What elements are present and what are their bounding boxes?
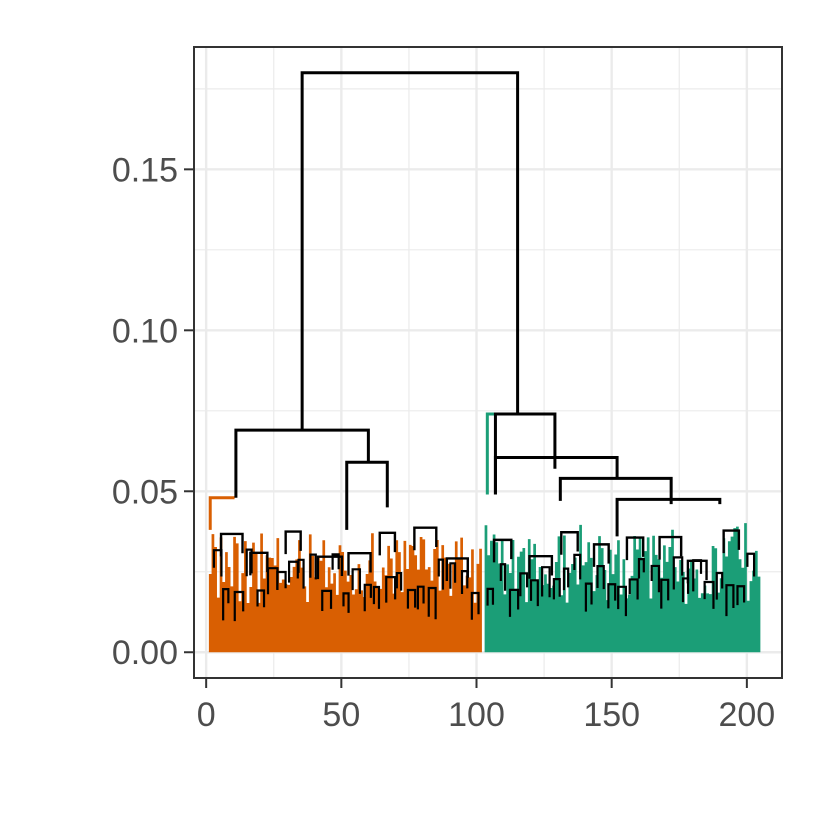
sub-merge-branch: [736, 585, 746, 606]
sub-merge-branch: [596, 564, 605, 590]
merge-branch-3: [345, 460, 389, 530]
mid-merge-branch: [378, 531, 397, 556]
sub-merge-branch: [212, 549, 223, 577]
sub-merge-branch: [233, 590, 245, 622]
cluster-branch-2: [485, 412, 518, 495]
x-tick-label: 0: [197, 696, 216, 734]
mid-merge-branch: [560, 531, 579, 555]
sub-merge-branch: [395, 571, 403, 591]
sub-merge-branch: [245, 548, 253, 577]
cluster-fills: [208, 523, 761, 653]
cluster-branch-1: [208, 496, 235, 530]
sub-merge-branch: [541, 566, 551, 598]
sub-merge-branch: [715, 571, 724, 600]
x-tick-label: 50: [322, 696, 360, 734]
x-tick-label: 150: [583, 696, 640, 734]
mid-merge-branch: [492, 538, 513, 563]
sub-merge-branch: [650, 564, 661, 593]
mid-merge-branch: [413, 526, 438, 551]
sub-merge-branch: [628, 578, 639, 600]
sub-merge-branch: [321, 589, 333, 612]
sub-merge-branch: [486, 587, 495, 606]
sub-merge-branch: [342, 592, 350, 613]
mid-merge-branch: [219, 532, 244, 557]
x-tick-label: 200: [718, 696, 775, 734]
y-tick-label: 0.05: [112, 473, 178, 511]
sub-merge-branch: [222, 588, 230, 621]
sub-merge-branch: [297, 558, 305, 589]
merge-branch-2: [234, 428, 370, 498]
sub-merge-branch: [660, 578, 670, 609]
sub-merge-branch: [703, 580, 715, 609]
mid-merge-branch: [625, 536, 645, 561]
sub-merge-branch: [406, 588, 417, 609]
sub-merge-branch: [672, 556, 684, 590]
dendrogram-branches: [208, 71, 756, 622]
sub-merge-branch: [427, 586, 437, 620]
sub-merge-branch: [470, 591, 480, 620]
sub-merge-branch: [309, 553, 317, 580]
sub-merge-branch: [363, 583, 372, 612]
sub-merge-branch: [725, 584, 735, 617]
mid-merge-branch: [284, 530, 302, 555]
sub-merge-branch: [746, 552, 756, 577]
sub-merge-branch: [552, 578, 561, 600]
sub-merge-branch: [351, 568, 362, 594]
mid-merge-branch: [592, 543, 610, 567]
panel-border: [193, 46, 783, 679]
y-tick-label: 0.10: [112, 312, 178, 350]
sub-merge-branch: [256, 589, 266, 608]
sub-merge-branch: [519, 572, 529, 597]
axes: 0.00 0.05 0.10 0.15 0 50 100 150 200: [112, 151, 775, 734]
sub-merge-branch: [499, 563, 507, 591]
mid-merge-branch: [686, 559, 708, 584]
merge-branch-5: [493, 455, 619, 495]
merge-branch-6: [558, 476, 673, 505]
merge-branch-4: [493, 412, 557, 495]
x-tick-label: 100: [448, 696, 505, 734]
mid-merge-branch: [347, 551, 372, 576]
merge-branch-7: [615, 497, 722, 537]
sub-merge-branch: [681, 577, 690, 603]
sub-merge-branch: [508, 588, 520, 617]
sub-merge-branch: [529, 579, 539, 607]
mid-merge-branch: [658, 535, 683, 560]
sub-merge-branch: [372, 585, 381, 609]
sub-merge-branch: [449, 562, 457, 589]
mid-merge-branch: [445, 557, 469, 581]
sub-merge-branch: [562, 567, 570, 591]
sub-merge-branch: [584, 582, 593, 612]
y-tick-label: 0.00: [112, 634, 178, 672]
mid-merge-branch: [249, 551, 269, 576]
mid-merge-branch: [528, 554, 554, 579]
sub-merge-branch: [617, 585, 628, 617]
mid-merge-branch: [316, 555, 344, 580]
sub-merge-branch: [385, 576, 397, 603]
y-tick-label: 0.15: [112, 151, 178, 189]
sub-merge-branch: [637, 558, 645, 579]
sub-merge-branch: [331, 553, 340, 570]
merge-branch-1: [300, 71, 520, 431]
sub-merge-branch: [276, 570, 287, 590]
sub-merge-branch: [460, 570, 469, 594]
sub-merge-branch: [573, 553, 582, 580]
sub-merge-branch: [416, 585, 425, 610]
sub-merge-branch: [437, 558, 445, 590]
mid-merge-branch: [722, 529, 741, 554]
sub-merge-branch: [607, 583, 617, 609]
